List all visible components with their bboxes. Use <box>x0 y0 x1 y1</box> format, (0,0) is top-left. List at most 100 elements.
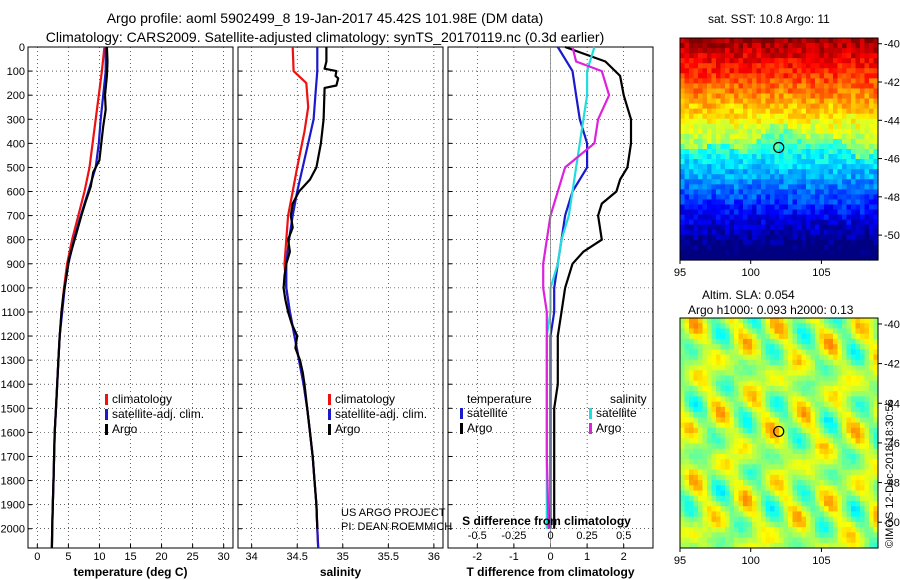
map-cell <box>851 506 857 513</box>
map-cell <box>761 396 767 403</box>
map-cell <box>698 103 704 110</box>
map-cell <box>765 159 771 165</box>
map-cell <box>684 169 690 175</box>
map-cell <box>725 448 731 455</box>
map-cell <box>698 506 704 513</box>
map-cell <box>864 380 870 387</box>
map-cell <box>860 412 866 418</box>
map-cell <box>801 164 807 170</box>
map-cell <box>743 209 749 216</box>
map-cell <box>743 349 749 356</box>
map-cell <box>864 453 870 460</box>
map-cell <box>774 204 780 211</box>
map-cell <box>864 506 870 513</box>
map-cell <box>801 123 807 130</box>
map-cell <box>734 433 740 439</box>
map-cell <box>801 422 807 429</box>
map-cell <box>846 174 852 180</box>
map-cell <box>842 438 848 445</box>
map-cell <box>738 490 744 497</box>
map-cell <box>783 138 789 145</box>
map-cell <box>860 495 866 502</box>
map-cell <box>707 328 713 335</box>
map-cell <box>689 189 695 196</box>
map-cell <box>716 433 722 439</box>
map-cell <box>716 370 722 377</box>
map-cell <box>864 184 870 190</box>
map-cell <box>788 506 794 513</box>
map-cell <box>846 179 852 185</box>
map-cell <box>824 73 830 79</box>
map-cell <box>851 459 857 465</box>
map-cell <box>864 194 870 201</box>
map-cell <box>819 63 825 69</box>
map-cell <box>873 58 879 64</box>
map-cell <box>842 224 848 231</box>
map-cell <box>783 323 789 330</box>
map-cell <box>842 401 848 408</box>
map-cell <box>783 391 789 398</box>
map-cell <box>824 375 830 382</box>
map-cell <box>783 234 789 241</box>
map-cell <box>869 532 875 539</box>
map-cell <box>770 184 776 190</box>
map-cell <box>783 527 789 533</box>
map-cell <box>747 511 753 518</box>
map-cell <box>833 354 839 361</box>
map-cell <box>698 234 704 241</box>
map-cell <box>873 43 879 49</box>
map-cell <box>725 354 731 361</box>
map-cell <box>774 422 780 429</box>
map-cell <box>756 506 762 513</box>
map-cell <box>774 349 780 356</box>
map-cell <box>729 521 735 528</box>
map-cell <box>837 318 843 324</box>
map-cell <box>689 143 695 150</box>
map-cell <box>837 199 843 206</box>
map-cell <box>693 43 699 49</box>
map-cell <box>869 48 875 54</box>
map-cell <box>837 184 843 190</box>
map-cell <box>765 401 771 408</box>
map-cell <box>680 209 686 216</box>
map-cell <box>702 184 708 190</box>
map-cell <box>689 78 695 85</box>
map-cell <box>824 159 830 165</box>
map-cell <box>693 133 699 140</box>
map-cell <box>680 143 686 150</box>
map-cell <box>864 169 870 175</box>
map-cell <box>689 239 695 246</box>
map-cell <box>684 174 690 180</box>
map-cell <box>693 511 699 518</box>
map-cell <box>738 396 744 403</box>
map-cell <box>819 244 825 251</box>
map-cell <box>698 474 704 481</box>
map-cell <box>761 154 767 160</box>
map-cell <box>819 459 825 465</box>
map-cell <box>869 234 875 241</box>
map-cell <box>774 438 780 445</box>
map-cell <box>774 427 780 434</box>
map-cell <box>783 78 789 85</box>
map-cell <box>860 108 866 115</box>
map-cell <box>725 401 731 408</box>
map-cell <box>774 385 780 392</box>
map-cell <box>797 511 803 518</box>
x-tick-label: 34 <box>246 551 258 563</box>
map-cell <box>711 464 717 471</box>
map-cell <box>851 164 857 170</box>
map-cell <box>792 48 798 54</box>
map-cell <box>783 537 789 544</box>
map-cell <box>734 344 740 350</box>
map-cell <box>873 229 879 236</box>
map-cell <box>734 199 740 206</box>
map-cell <box>729 209 735 216</box>
map-cell <box>725 204 731 211</box>
map-cell <box>693 113 699 120</box>
map-cell <box>743 443 749 450</box>
map-cell <box>680 391 686 398</box>
map-cell <box>720 448 726 455</box>
map-cell <box>707 490 713 497</box>
map-cell <box>806 169 812 175</box>
map-cell <box>810 375 816 382</box>
